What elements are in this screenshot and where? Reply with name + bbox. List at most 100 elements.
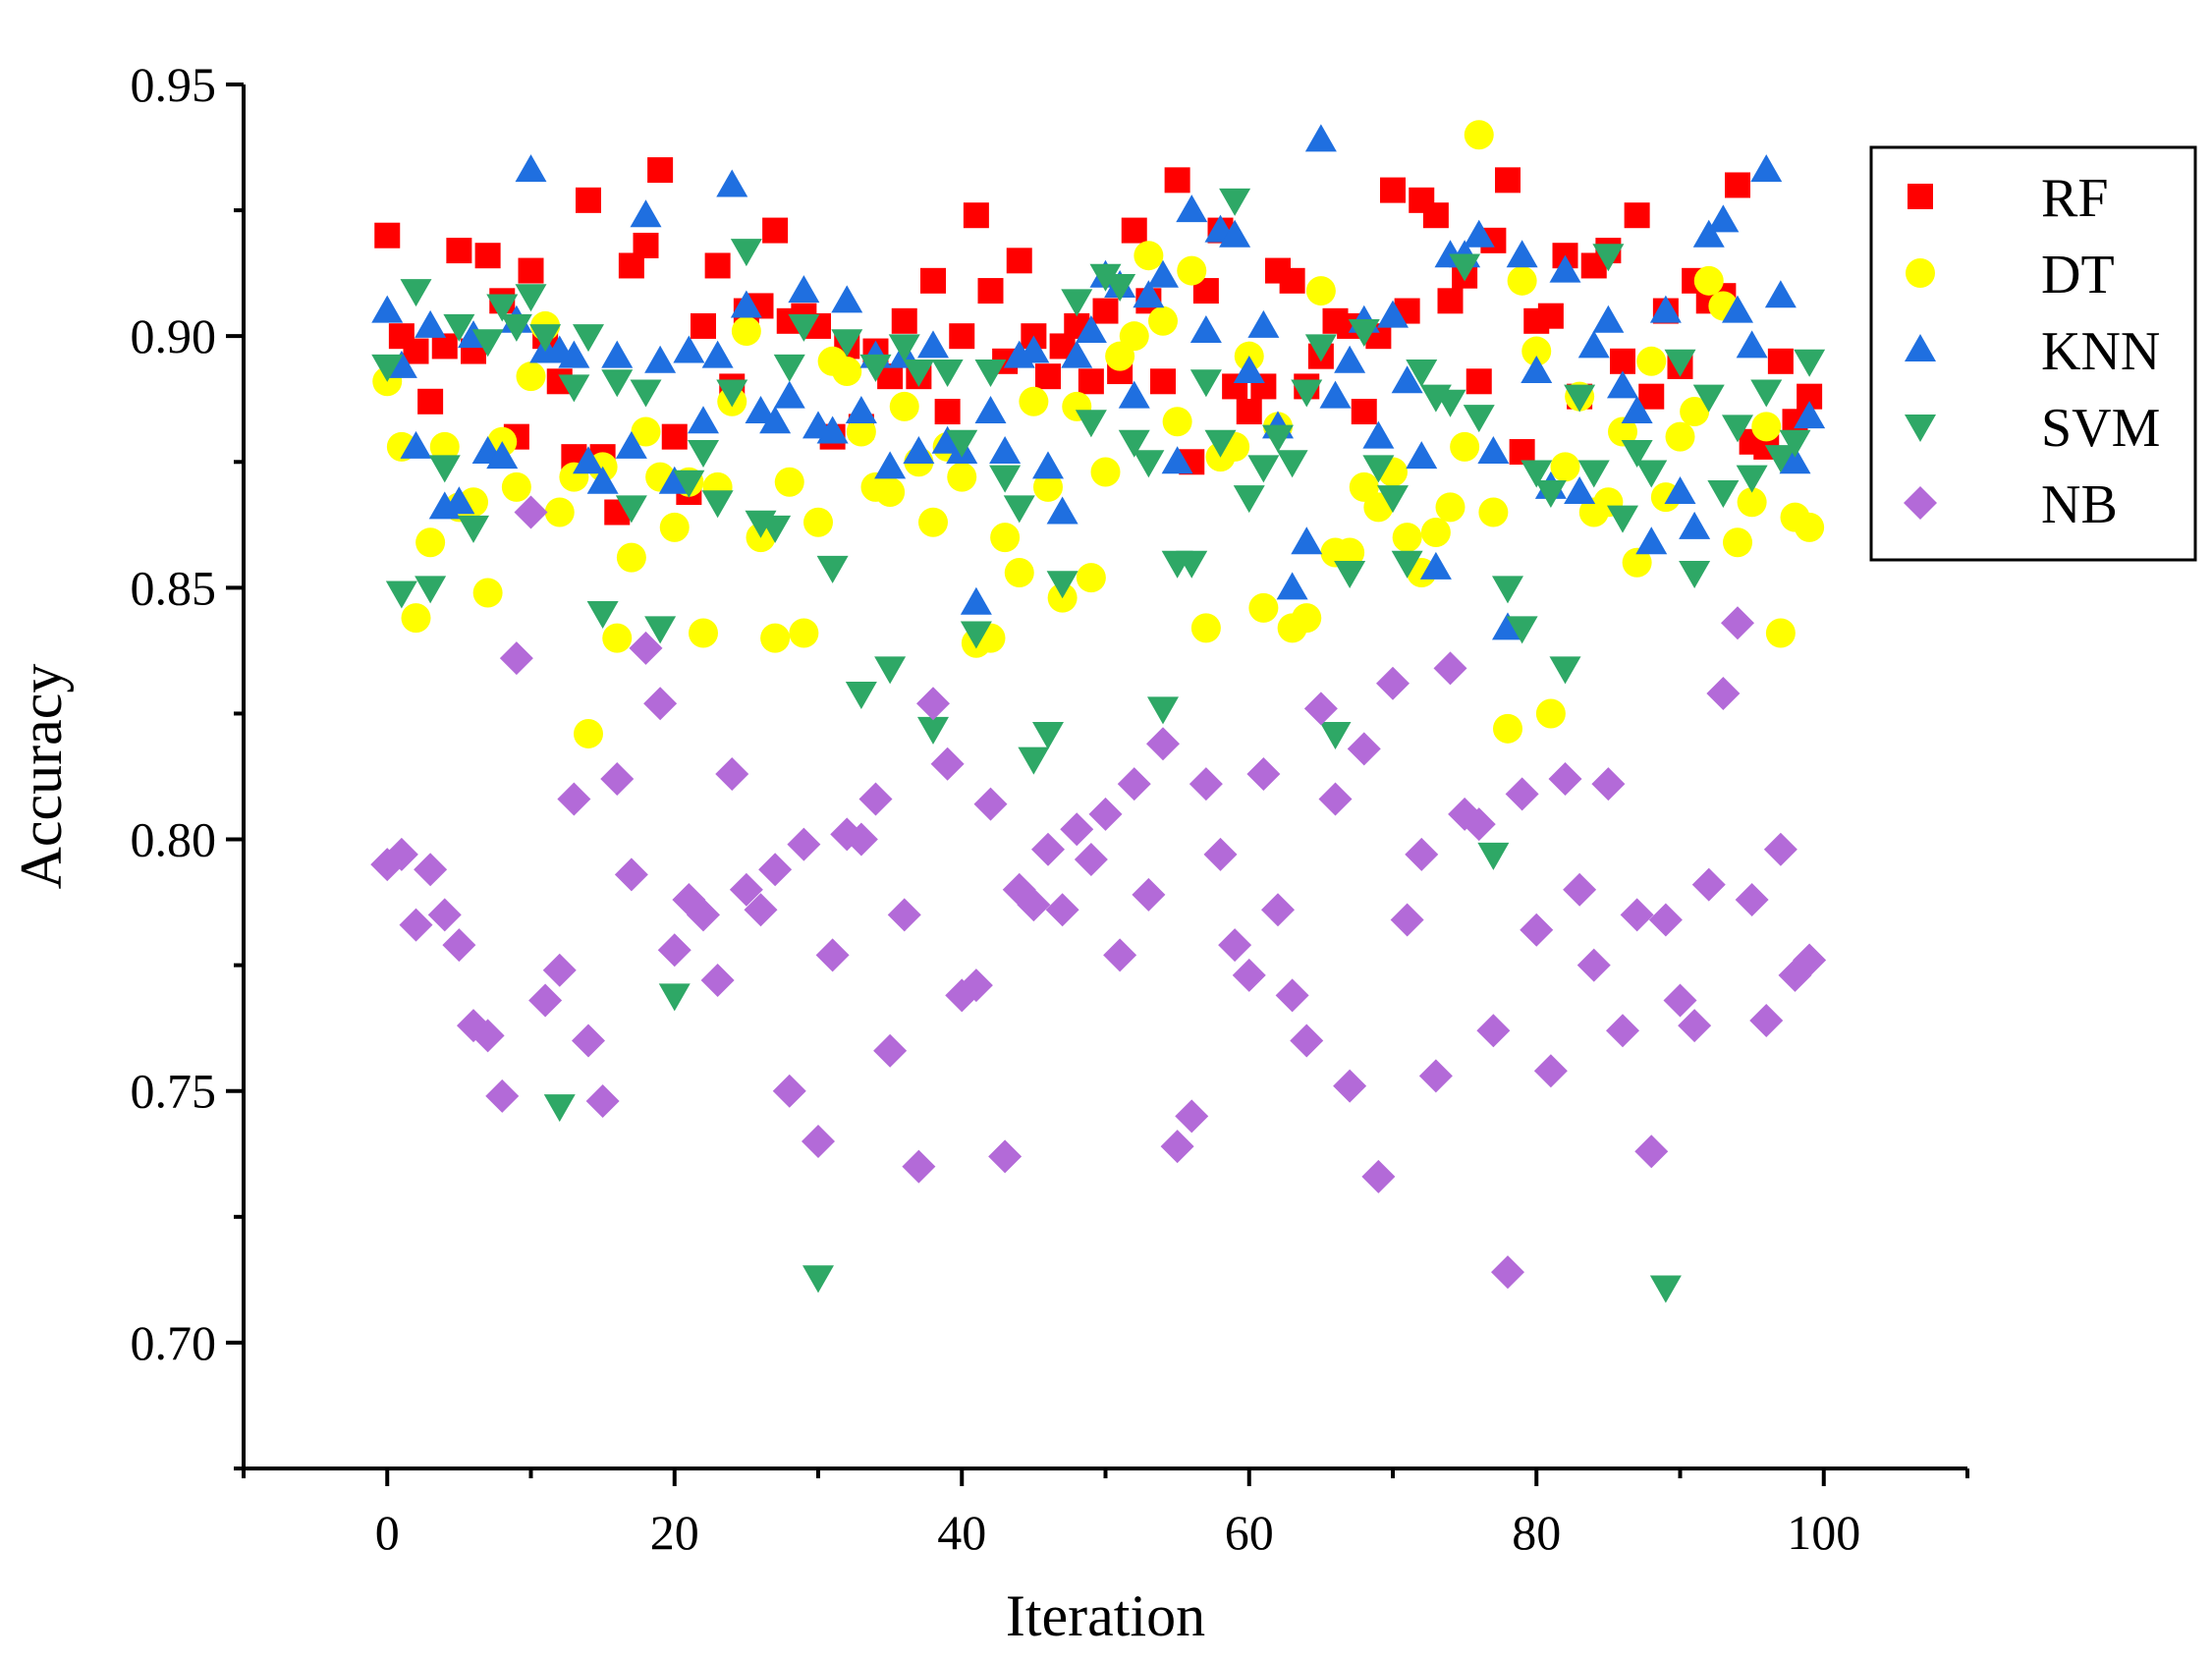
point-nb: [1606, 1014, 1639, 1048]
point-nb: [858, 782, 893, 816]
point-knn: [1549, 254, 1581, 283]
point-svm: [471, 329, 504, 358]
point-nb: [1074, 843, 1108, 877]
point-dt: [760, 623, 791, 653]
point-rf: [661, 423, 688, 450]
point-nb: [542, 953, 577, 987]
point-svm: [1707, 480, 1740, 509]
point-knn: [644, 345, 677, 373]
point-knn: [1291, 526, 1323, 555]
point-svm: [500, 313, 532, 342]
point-knn: [688, 406, 719, 434]
point-knn: [601, 340, 634, 368]
point-nb: [1634, 1135, 1669, 1169]
point-dt: [1004, 557, 1034, 587]
point-dt: [1162, 407, 1192, 437]
point-svm: [400, 279, 432, 307]
point-dt: [789, 618, 819, 648]
point-svm: [946, 429, 978, 458]
point-svm: [486, 294, 519, 322]
point-rf: [1035, 363, 1061, 390]
point-svm: [515, 284, 547, 312]
point-knn: [1736, 330, 1768, 359]
point-svm: [1133, 450, 1165, 478]
point-svm: [1506, 616, 1538, 644]
point-nb: [1735, 883, 1769, 917]
point-svm: [1377, 485, 1409, 514]
point-knn: [759, 406, 792, 434]
point-nb: [758, 853, 793, 887]
legend-label-svm: SVM: [2041, 398, 2160, 459]
point-nb: [1533, 1054, 1568, 1088]
point-knn: [515, 154, 547, 183]
point-knn: [1147, 259, 1179, 288]
point-nb: [1031, 832, 1065, 866]
point-svm: [888, 334, 920, 362]
point-nb: [1591, 767, 1626, 802]
point-knn: [1506, 240, 1538, 268]
point-svm: [1564, 384, 1596, 413]
point-knn: [1304, 124, 1337, 152]
point-dt: [1535, 698, 1566, 729]
point-svm: [1521, 460, 1553, 488]
point-svm: [673, 470, 705, 498]
point-svm: [831, 329, 863, 358]
point-svm: [1075, 410, 1107, 438]
point-svm: [989, 465, 1022, 493]
point-svm: [1391, 550, 1423, 579]
point-rf: [1380, 177, 1406, 203]
legend-entry-knn: KNN: [1905, 321, 2160, 382]
point-rf: [446, 238, 472, 264]
point-nb: [1390, 903, 1424, 937]
point-knn: [1607, 370, 1638, 399]
point-svm: [1304, 334, 1337, 362]
point-svm: [859, 354, 892, 382]
point-knn: [1176, 194, 1208, 223]
point-svm: [1621, 440, 1653, 469]
point-nb: [1218, 928, 1252, 963]
point-svm: [1434, 389, 1466, 417]
point-nb: [614, 858, 648, 892]
point-nb: [1505, 777, 1539, 811]
point-nb: [1793, 943, 1827, 977]
point-nb: [1418, 1059, 1453, 1093]
point-nb: [414, 853, 448, 887]
legend-entry-dt: DT: [1906, 245, 2115, 305]
point-nb: [700, 964, 735, 998]
point-nb: [873, 1033, 908, 1068]
axes: 0.70 0.75 0.80 0.85 0.90 0.95 0 20 40 60 80 100 Iter…: [9, 57, 1969, 1648]
point-nb: [643, 687, 678, 721]
point-nb: [399, 908, 433, 942]
point-knn: [1233, 356, 1265, 384]
point-nb: [1333, 1069, 1367, 1103]
point-svm: [1692, 384, 1725, 413]
point-dt: [1608, 416, 1637, 447]
legend-marker-knn: [1905, 334, 1936, 361]
point-nb: [1620, 898, 1654, 932]
point-knn: [1377, 300, 1409, 328]
point-dt: [1521, 336, 1552, 366]
y-tick-label: 0.90: [131, 308, 217, 363]
point-dt: [1019, 386, 1049, 416]
point-knn: [745, 396, 777, 424]
point-nb: [1663, 983, 1697, 1018]
point-nb: [528, 983, 563, 1018]
point-dt: [1119, 321, 1149, 352]
point-svm: [428, 455, 461, 483]
x-tick-label: 0: [375, 1505, 400, 1560]
point-rf: [1495, 167, 1521, 194]
series-knn: [371, 124, 1826, 640]
point-rf: [963, 202, 989, 229]
legend-marker-nb: [1904, 486, 1937, 520]
point-dt: [415, 527, 446, 558]
point-knn: [1577, 330, 1610, 359]
point-nb: [1103, 938, 1137, 972]
point-rf: [891, 307, 917, 334]
point-knn: [1061, 340, 1093, 368]
point-dt: [803, 507, 833, 537]
series-svm: [371, 188, 1826, 1303]
point-nb: [1261, 893, 1295, 927]
point-knn: [658, 466, 691, 494]
point-nb: [1290, 1024, 1324, 1058]
point-rf: [1610, 348, 1635, 374]
